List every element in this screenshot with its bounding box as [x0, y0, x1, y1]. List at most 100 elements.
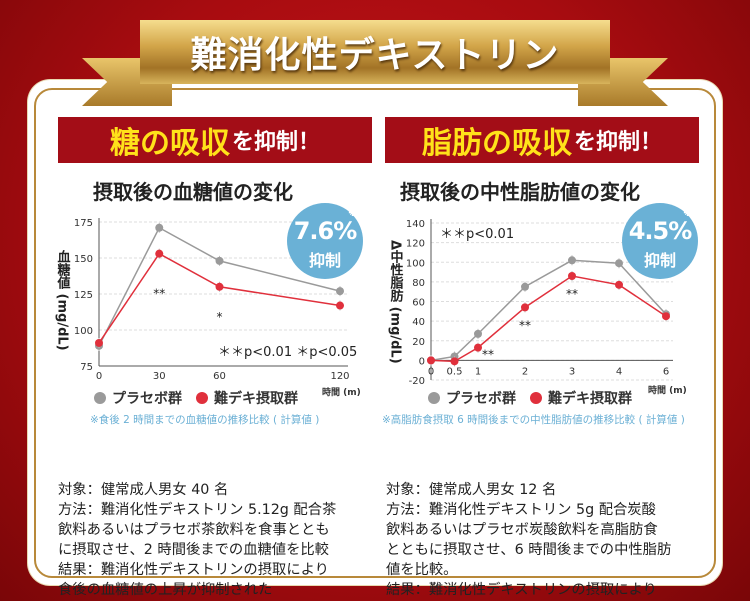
treatment-dot-icon	[530, 392, 542, 404]
significance-mark: **	[566, 287, 578, 301]
content-card	[28, 80, 722, 585]
left-badge-percent: 7.6%	[293, 217, 358, 245]
x-tick-label: 0	[96, 371, 102, 382]
desc-line: 値を比較。	[386, 562, 458, 578]
x-axis-label: 時間 (m)	[648, 384, 687, 396]
y-axis-label: 血糖値 (mg/dL)	[55, 249, 72, 350]
right-footnote: ※高脂肪食摂取 6 時間後までの中性脂肪値の推移比較 ( 計算値 )	[382, 414, 685, 426]
y-tick-label: 75	[80, 362, 93, 373]
y-tick-label: 0	[419, 356, 425, 367]
x-axis-label: 時間 (m)	[322, 386, 361, 398]
x-tick-label: 1	[475, 366, 481, 377]
series-line-treatment	[98, 252, 341, 344]
treatment-dot-icon	[196, 392, 208, 404]
legend-treatment: 難デキ摂取群	[530, 388, 632, 408]
x-tick-label: 4	[616, 366, 622, 377]
title-ribbon: 難消化性デキストリン	[140, 20, 610, 84]
left-header-emphasis: 糖の吸収	[109, 126, 230, 161]
left-subtitle: 摂取後の血糖値の変化	[93, 180, 293, 204]
desc-line: 結果：難消化性デキストリンの摂取により	[58, 562, 329, 578]
desc-line: とともに摂取させ、6 時間後までの中性脂肪	[386, 542, 672, 558]
page-title: 難消化性デキストリン	[190, 34, 560, 76]
legend-label: 難デキ摂取群	[214, 391, 298, 407]
data-point	[155, 223, 164, 232]
y-tick-label: 100	[406, 258, 425, 269]
desc-line: 対象：健常成人男女 40 名	[58, 482, 229, 498]
desc-line: 対象：健常成人男女 12 名	[386, 482, 557, 498]
left-legend: プラセボ群 難デキ摂取群	[94, 388, 298, 408]
left-badge-label: 抑制	[308, 251, 341, 270]
data-point	[568, 256, 576, 265]
x-tick-label: 120	[330, 371, 349, 382]
desc-line: 方法：難消化性デキストリン 5.12g 配合茶	[58, 502, 337, 518]
legend-label: プラセボ群	[446, 391, 516, 407]
left-header: 糖の吸収 を抑制！	[58, 117, 372, 163]
y-tick-label: 150	[74, 254, 93, 265]
left-badge-mark: ※	[348, 209, 357, 219]
desc-line: 方法：難消化性デキストリン 5g 配合炭酸	[386, 502, 656, 518]
right-header: 脂肪の吸収 を抑制！	[385, 117, 699, 163]
x-tick-label: 0	[428, 366, 434, 377]
right-badge-percent: 4.5%	[628, 217, 693, 245]
y-tick-label: 140	[406, 219, 425, 230]
data-point	[521, 282, 529, 291]
data-point	[521, 303, 529, 312]
significance-mark: *	[217, 310, 223, 324]
significance-legend: ＊＊p<0.01	[440, 227, 514, 242]
right-badge-label: 抑制	[643, 251, 676, 270]
data-point	[215, 282, 224, 291]
data-point	[95, 338, 103, 347]
data-point	[568, 271, 576, 280]
legend-label: 難デキ摂取群	[548, 391, 632, 407]
x-tick-label: 6	[663, 366, 669, 377]
x-tick-label: 3	[569, 366, 575, 377]
y-axis-label: Δ中性脂肪 (mg/dL)	[388, 240, 405, 364]
right-subtitle: 摂取後の中性脂肪値の変化	[400, 180, 640, 204]
y-tick-label: 40	[412, 317, 425, 328]
significance-mark: **	[519, 318, 531, 332]
y-tick-label: 60	[412, 298, 425, 309]
right-header-emphasis: 脂肪の吸収	[421, 126, 572, 161]
card-gold-border	[34, 88, 716, 578]
series-line-placebo	[430, 259, 667, 362]
y-tick-label: 125	[74, 290, 93, 301]
significance-mark: **	[153, 287, 165, 301]
x-tick-label: 0.5	[447, 366, 463, 377]
data-point	[155, 249, 164, 258]
data-point	[215, 256, 224, 265]
right-description: 対象：健常成人男女 12 名方法：難消化性デキストリン 5g 配合炭酸 飲料あるい…	[386, 440, 671, 600]
legend-placebo: プラセボ群	[428, 388, 516, 408]
significance-mark: **	[482, 348, 494, 362]
desc-line: 飲料あるいはプラセボ茶飲料を食事ととも	[58, 522, 330, 538]
y-tick-label: 100	[74, 326, 93, 337]
legend-treatment: 難デキ摂取群	[196, 388, 298, 408]
right-badge-mark: ※	[683, 209, 692, 219]
y-tick-label: 120	[406, 239, 425, 250]
left-header-rest: を抑制！	[231, 130, 320, 155]
series-line-placebo	[98, 226, 341, 347]
desc-line: に摂取させ、2 時間後までの血糖値を比較	[58, 542, 329, 558]
left-badge: 7.6% ※ 抑制	[287, 203, 363, 279]
right-legend: プラセボ群 難デキ摂取群	[428, 388, 632, 408]
placebo-dot-icon	[428, 392, 440, 404]
right-header-rest: を抑制！	[573, 130, 662, 155]
y-tick-label: -20	[409, 376, 425, 387]
data-point	[450, 357, 459, 366]
data-point	[615, 259, 623, 268]
data-point	[336, 287, 344, 296]
y-tick-label: 80	[412, 278, 425, 289]
right-badge: 4.5% ※ 抑制	[622, 203, 698, 279]
placebo-dot-icon	[94, 392, 106, 404]
significance-legend: ＊＊p<0.01 ＊p<0.05	[218, 345, 357, 360]
x-tick-label: 2	[522, 366, 528, 377]
desc-line: 飲料あるいはプラセボ炭酸飲料を高脂肪食	[386, 522, 658, 538]
series-line-treatment	[430, 275, 667, 363]
data-point	[615, 280, 623, 289]
data-point	[474, 343, 482, 352]
data-point	[427, 356, 435, 365]
y-tick-label: 175	[74, 218, 93, 229]
x-tick-label: 30	[153, 371, 166, 382]
data-point	[474, 329, 482, 338]
left-description: 対象：健常成人男女 40 名方法：難消化性デキストリン 5.12g 配合茶 飲料あ…	[58, 440, 336, 600]
